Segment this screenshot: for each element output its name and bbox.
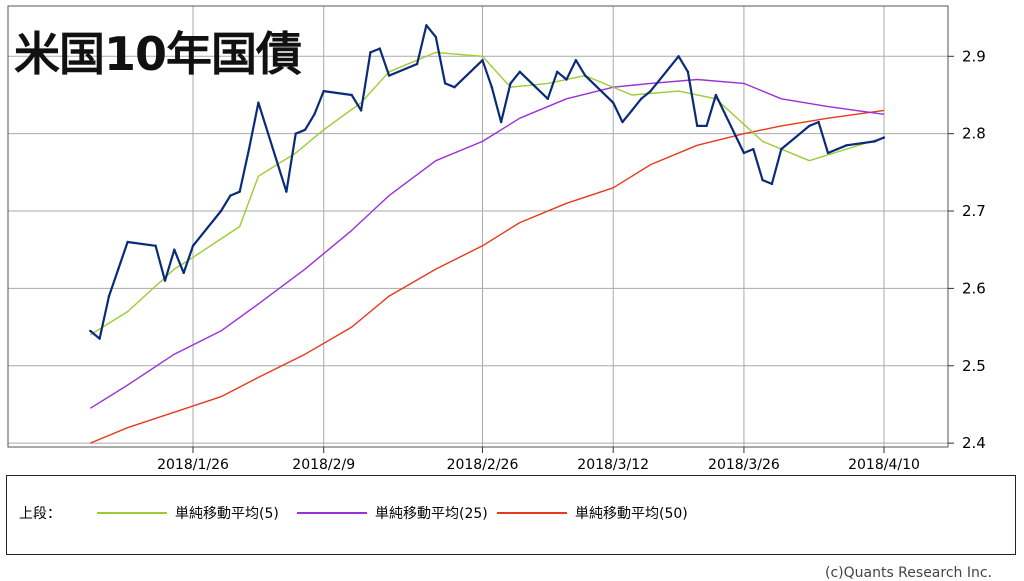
legend: 上段： 単純移動平均(5) 単純移動平均(25) 単純移動平均(50)	[6, 475, 1016, 555]
data-point-price	[686, 70, 690, 73]
data-point-price	[107, 294, 111, 298]
data-point-price	[434, 35, 437, 39]
legend-heading: 上段：	[19, 506, 61, 522]
chart: 2018/1/26 2018/2/9 2018/2/26 2018/3/12 2018/…	[7, 5, 986, 473]
data-point-price	[313, 113, 316, 116]
data-point-price	[761, 178, 764, 182]
data-point-price	[752, 147, 755, 151]
data-point-price	[117, 267, 120, 271]
data-point-price	[182, 271, 185, 275]
copyright-credit: (c)Quants Research Inc.	[824, 565, 992, 581]
series-line-ma5	[89, 51, 885, 336]
x-axis-ticks: 2018/1/26 2018/2/9 2018/2/26 2018/3/12 2018/…	[157, 447, 920, 473]
data-point-price	[89, 329, 92, 333]
data-point-price	[163, 279, 167, 282]
data-point-price	[565, 78, 568, 81]
data-point-price	[285, 190, 288, 193]
y-tick-label: 2.8	[962, 125, 986, 143]
data-point-price	[714, 93, 718, 97]
data-point-price	[191, 244, 195, 248]
data-point-price	[826, 151, 830, 155]
legend-label-ma50: 単純移動平均(50)	[575, 506, 688, 522]
legend-item-ma5: 単純移動平均(5)	[97, 503, 279, 523]
legend-swatch-ma5	[97, 512, 167, 514]
data-point-price	[229, 194, 232, 197]
data-point-price	[509, 82, 512, 85]
legend-label-ma25: 単純移動平均(25)	[375, 506, 488, 522]
data-point-price	[350, 93, 353, 97]
x-tick-label: 2018/2/26	[447, 457, 519, 473]
data-point-price	[98, 337, 101, 340]
legend-item-ma25: 単純移動平均(25)	[297, 503, 488, 523]
series-line-ma50	[90, 109, 885, 444]
data-point-price	[154, 244, 157, 248]
y-tick-label: 2.6	[962, 279, 986, 297]
data-point-price	[621, 120, 624, 124]
data-point-price	[845, 144, 848, 147]
data-point-price	[770, 182, 774, 186]
y-tick-label: 2.4	[962, 434, 986, 452]
data-point-price	[677, 55, 680, 58]
x-tick-label: 2018/4/10	[848, 457, 920, 473]
data-point-price	[415, 62, 419, 66]
data-point-price	[453, 86, 456, 89]
data-point-price	[555, 70, 559, 73]
data-point-price	[490, 86, 494, 89]
data-point-price	[303, 128, 307, 131]
data-point-price	[294, 132, 297, 135]
chart-frame	[7, 5, 949, 448]
chart-series	[89, 24, 886, 444]
data-point-price	[705, 124, 708, 128]
data-point-price	[369, 51, 372, 54]
data-point-price	[257, 101, 260, 104]
data-point-price	[640, 97, 643, 101]
data-point-price	[780, 147, 783, 151]
data-point-price	[499, 120, 503, 124]
data-point-price	[173, 248, 176, 251]
x-tick-label: 2018/1/26	[157, 457, 229, 473]
legend-swatch-ma25	[297, 512, 367, 514]
plot-frame	[7, 5, 949, 448]
x-tick-label: 2018/3/12	[577, 457, 649, 473]
legend-swatch-ma50	[497, 512, 567, 514]
legend-label-ma5: 単純移動平均(5)	[175, 506, 279, 522]
data-point-price	[574, 58, 578, 62]
data-point-price	[649, 89, 652, 93]
y-tick-label: 2.5	[962, 357, 986, 375]
x-tick-label: 2018/2/9	[292, 457, 355, 473]
data-point-price	[425, 24, 428, 27]
y-tick-label: 2.9	[962, 47, 986, 65]
data-point-price	[378, 47, 381, 50]
data-point-price	[630, 109, 634, 112]
y-axis-ticks: 2.4 2.5 2.6 2.7 2.8 2.9	[948, 47, 986, 452]
data-point-price	[247, 147, 251, 151]
data-point-price	[518, 70, 522, 73]
data-point-price	[873, 140, 876, 143]
data-point-price	[696, 124, 699, 128]
data-point-price	[546, 97, 550, 101]
y-tick-label: 2.7	[962, 202, 986, 220]
series-line-price	[89, 24, 885, 340]
data-point-price	[359, 109, 363, 112]
data-point-price	[882, 136, 886, 139]
data-point-price	[238, 190, 241, 193]
data-point-price	[443, 82, 447, 85]
series-line-ma25	[89, 78, 885, 409]
data-point-price	[219, 209, 223, 213]
data-point-price	[481, 58, 484, 62]
legend-item-ma50: 単純移動平均(50)	[497, 503, 688, 523]
data-point-price	[322, 89, 325, 93]
data-point-price	[836, 147, 839, 151]
chart-title: 米国10年国債	[14, 27, 302, 81]
data-point-price	[742, 151, 746, 155]
x-tick-label: 2018/3/26	[708, 457, 780, 473]
data-point-price	[612, 101, 615, 104]
data-point-price	[126, 240, 129, 244]
data-point-price	[583, 74, 587, 77]
data-point-price	[817, 120, 820, 124]
data-point-price	[387, 74, 391, 77]
data-point-price	[808, 124, 811, 128]
